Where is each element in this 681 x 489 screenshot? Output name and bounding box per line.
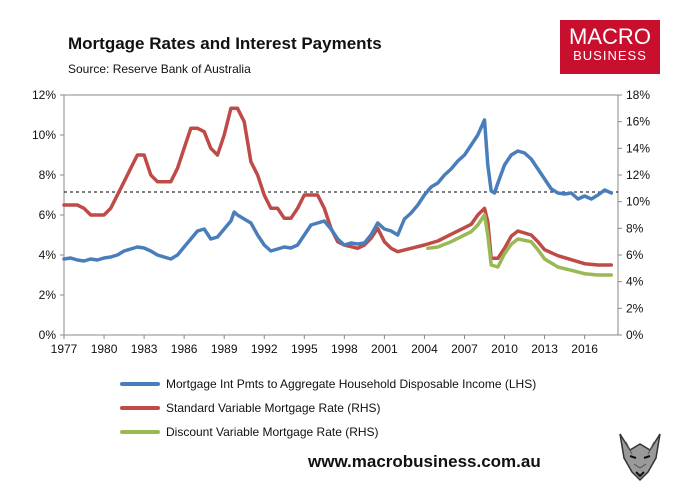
legend-item-series-2: Standard Variable Mortgage Rate (RHS): [120, 396, 536, 420]
y-right-tick-label: 16%: [626, 115, 650, 129]
legend-swatch-series-1: [120, 382, 160, 386]
x-tick-label: 1986: [171, 342, 198, 356]
y-right-tick-label: 10%: [626, 195, 650, 209]
series-line-2: [62, 106, 614, 267]
x-tick-label: 1995: [291, 342, 318, 356]
y-left-tick-label: 2%: [39, 288, 57, 302]
x-tick-label: 1998: [331, 342, 358, 356]
x-tick-label: 2007: [451, 342, 478, 356]
y-left-tick-label: 12%: [32, 88, 56, 102]
x-tick-label: 2010: [491, 342, 518, 356]
legend-item-series-1: Mortgage Int Pmts to Aggregate Household…: [120, 372, 536, 396]
y-left-tick-label: 0%: [39, 328, 57, 342]
y-right-tick-label: 0%: [626, 328, 644, 342]
x-tick-label: 1977: [51, 342, 78, 356]
x-tick-label: 1983: [131, 342, 158, 356]
website-url: www.macrobusiness.com.au: [308, 452, 541, 471]
legend-label-series-2: Standard Variable Mortgage Rate (RHS): [166, 401, 381, 415]
chart-title: Mortgage Rates and Interest Payments: [68, 34, 382, 53]
x-tick-label: 2013: [531, 342, 558, 356]
series-line-1: [62, 118, 614, 263]
legend-label-series-1: Mortgage Int Pmts to Aggregate Household…: [166, 377, 537, 391]
legend-swatch-series-3: [120, 430, 160, 434]
legend-item-series-3: Discount Variable Mortgage Rate (RHS): [120, 420, 536, 444]
legend-swatch-series-2: [120, 406, 160, 410]
logo-line-1: MACRO: [569, 24, 651, 49]
logo-line-2: BUSINESS: [573, 48, 647, 63]
fox-logo-icon: [612, 428, 668, 484]
chart-legend: Mortgage Int Pmts to Aggregate Household…: [120, 372, 536, 444]
y-right-tick-label: 2%: [626, 301, 644, 315]
line-chart: 0% 2% 4% 6% 8% 10% 12% 0% 2% 4% 6% 8% 10% 12% 14% 16% 18…: [32, 88, 650, 356]
plot-frame: [63, 94, 619, 336]
y-right-tick-label: 12%: [626, 168, 650, 182]
y-left-tick-label: 8%: [39, 168, 57, 182]
x-tick-label: 1980: [91, 342, 118, 356]
y-left-tick-label: 10%: [32, 128, 56, 142]
chart-source: Source: Reserve Bank of Australia: [68, 62, 251, 76]
x-tick-label: 1992: [251, 342, 278, 356]
y-right-tick-label: 18%: [626, 88, 650, 102]
legend-label-series-3: Discount Variable Mortgage Rate (RHS): [166, 425, 379, 439]
brand-logo: MACRO BUSINESS: [560, 20, 660, 74]
x-tick-label: 2004: [411, 342, 438, 356]
y-right-tick-label: 8%: [626, 221, 644, 235]
series-line-3: [426, 213, 614, 277]
y-right-tick-label: 4%: [626, 275, 644, 289]
x-tick-label: 1989: [211, 342, 238, 356]
y-left-tick-label: 4%: [39, 248, 57, 262]
y-right-tick-label: 6%: [626, 248, 644, 262]
y-left-tick-label: 6%: [39, 208, 57, 222]
x-tick-label: 2016: [571, 342, 598, 356]
x-tick-label: 2001: [371, 342, 398, 356]
y-right-tick-label: 14%: [626, 141, 650, 155]
